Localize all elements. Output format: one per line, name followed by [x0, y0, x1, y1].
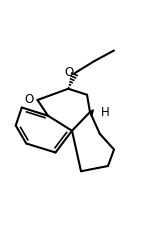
Text: O: O — [25, 93, 34, 106]
Text: H: H — [100, 106, 109, 119]
Text: O: O — [64, 66, 74, 80]
